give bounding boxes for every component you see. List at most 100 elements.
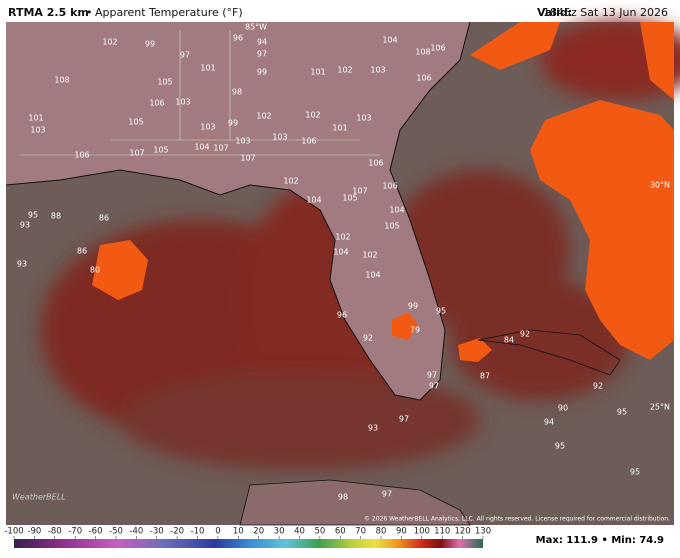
colorbar-tick-label: 50 [314, 527, 325, 537]
colorbar-tick-label: 80 [376, 527, 387, 537]
temperature-label: 106 [74, 151, 89, 160]
colorbar-tick-label: -40 [129, 527, 143, 537]
temperature-label: 79 [410, 326, 420, 335]
temperature-label: 104 [333, 248, 348, 257]
temperature-label: 107 [213, 144, 228, 153]
temperature-label: 97 [180, 51, 190, 60]
temperature-label: 99 [408, 302, 418, 311]
temperature-label: 104 [365, 271, 380, 280]
temperature-label: 102 [362, 251, 377, 260]
temperature-label: 98 [232, 88, 242, 97]
subtitle: Apparent Temperature (°F) [95, 6, 243, 19]
colorbar-tick-label: 0 [215, 527, 220, 537]
temperature-label: 93 [20, 221, 30, 230]
temperature-label: 92 [363, 334, 373, 343]
temperature-label: 97 [399, 415, 409, 424]
hot-area [530, 100, 674, 360]
temperature-label: 107 [240, 154, 255, 163]
cuba-coast [477, 329, 621, 376]
valid-label: Valid: [537, 6, 572, 19]
title: RTMA 2.5 km [8, 6, 89, 19]
temperature-label: 94 [544, 418, 554, 427]
colorbar-tick-label: -50 [109, 527, 123, 537]
temperature-label: 104 [382, 36, 397, 45]
temperature-label: 90 [558, 404, 568, 413]
separator: • [601, 535, 607, 546]
temperature-label: 97 [429, 382, 439, 391]
temperature-label: 106 [416, 74, 431, 83]
temperature-label: 107 [352, 187, 367, 196]
colorbar-tick-label: 20 [253, 527, 264, 537]
temperature-label: 92 [593, 382, 603, 391]
colorbar-tick-label: 70 [355, 527, 366, 537]
temperature-label: 106 [368, 159, 383, 168]
colorbar [14, 539, 483, 548]
hot-area [92, 240, 148, 300]
colorbar-tick-label: -10 [191, 527, 205, 537]
valid-time: 1845z Sat 13 Jun 2026 [543, 6, 668, 19]
temperature-label: 103 [370, 66, 385, 75]
colorbar-tick-label: 60 [335, 527, 346, 537]
lat-label: 30°N [650, 181, 670, 190]
temperature-label: 84 [504, 336, 514, 345]
temperature-label: 102 [305, 111, 320, 120]
temperature-label: 103 [356, 114, 371, 123]
temperature-label: 96 [337, 311, 347, 320]
temperature-label: 96 [233, 34, 243, 43]
temperature-label: 103 [30, 126, 45, 135]
colorbar-tick-label: 40 [294, 527, 305, 537]
temperature-label: 95 [617, 408, 627, 417]
colorbar-tick-label: 90 [396, 527, 407, 537]
temperature-label: 106 [430, 44, 445, 53]
temperature-label: 106 [301, 137, 316, 146]
temperature-label: 106 [149, 99, 164, 108]
temperature-label: 101 [332, 124, 347, 133]
min-value: 74.9 [639, 535, 664, 546]
hot-area [640, 22, 674, 100]
colorbar-tick-label: -80 [48, 527, 62, 537]
temperature-label: 103 [200, 123, 215, 132]
separator: • [86, 6, 93, 19]
temperature-label: 95 [436, 307, 446, 316]
temperature-label: 108 [415, 48, 430, 57]
temperature-label: 105 [157, 78, 172, 87]
temperature-label: 103 [235, 137, 250, 146]
temperature-label: 95 [555, 442, 565, 451]
temperature-label: 97 [427, 371, 437, 380]
temperature-label: 97 [257, 50, 267, 59]
max-value: 111.9 [566, 535, 598, 546]
temperature-label: 93 [17, 260, 27, 269]
temperature-label: 102 [335, 233, 350, 242]
temperature-label: 102 [337, 66, 352, 75]
land [6, 22, 470, 400]
max-min: Max: 111.9 • Min: 74.9 [536, 535, 664, 546]
temperature-label: 99 [228, 119, 238, 128]
temperature-label: 105 [384, 222, 399, 231]
temperature-label: 93 [368, 424, 378, 433]
temperature-label: 105 [342, 194, 357, 203]
colorbar-tick-label: -100 [4, 527, 23, 537]
colorbar-tick-label: 10 [233, 527, 244, 537]
temperature-label: 95 [630, 468, 640, 477]
temperature-label: 101 [310, 68, 325, 77]
temperature-label: 102 [256, 112, 271, 121]
temperature-label: 99 [257, 68, 267, 77]
temperature-label: 104 [389, 206, 404, 215]
temperature-label: 92 [520, 330, 530, 339]
temperature-label: 88 [51, 212, 61, 221]
temperature-label: 104 [194, 143, 209, 152]
temperature-label: 101 [28, 114, 43, 123]
state-borders [20, 30, 380, 156]
temperature-label: 86 [99, 214, 109, 223]
colorbar-tick-label: -20 [170, 527, 184, 537]
max-label: Max: [536, 535, 563, 546]
colorbar-tick-label: 110 [434, 527, 450, 537]
yucatan [239, 479, 471, 526]
colorbar-tick-label: 100 [414, 527, 430, 537]
copyright: © 2026 WeatherBELL Analytics, LLC. All r… [364, 516, 670, 523]
temperature-label: 98 [338, 493, 348, 502]
temperature-label: 108 [54, 76, 69, 85]
temperature-label: 106 [382, 182, 397, 191]
temperature-label: 80 [90, 266, 100, 275]
